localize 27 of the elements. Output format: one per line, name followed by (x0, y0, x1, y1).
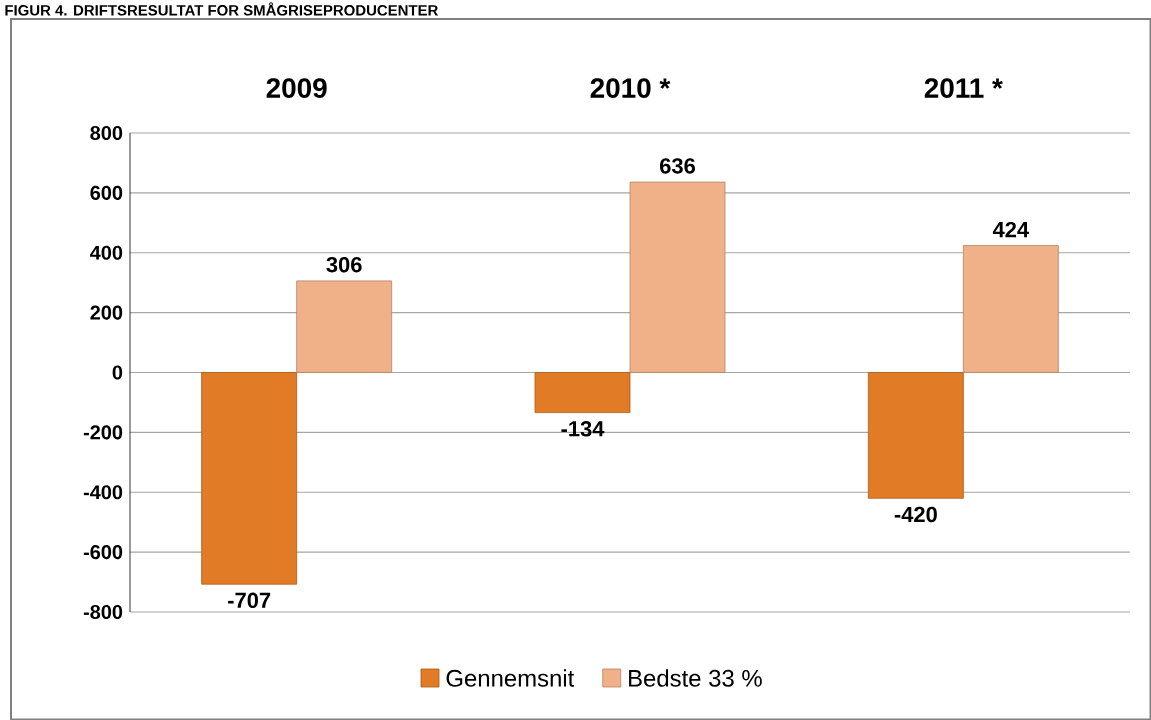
legend-label: Bedste 33 % (629, 669, 762, 687)
y-tick-label: -600 (83, 545, 123, 560)
data-label: 636 (660, 158, 695, 174)
y-tick-label: 600 (90, 185, 123, 200)
bar (534, 372, 631, 414)
y-tick-label: 400 (90, 245, 123, 260)
bar (201, 372, 298, 585)
y-tick-label: 0 (112, 365, 123, 380)
bar (867, 372, 964, 499)
y-tick-label: 800 (90, 125, 123, 141)
y-tick-label: -800 (83, 604, 123, 620)
bar (962, 245, 1059, 373)
chart-title: FIGUR 4. DRIFTSRESULTAT FOR SMÅGRISEPRODUCENTER (5, 2, 439, 16)
data-label: 306 (326, 256, 362, 273)
data-label: 424 (992, 221, 1029, 238)
y-tick-label: -400 (83, 485, 123, 500)
legend-label: Gennemsnit (446, 669, 575, 687)
data-label: -707 (228, 592, 271, 609)
y-tick-label: 200 (90, 305, 123, 320)
bar (629, 181, 726, 373)
data-label: -134 (561, 421, 605, 437)
y-tick-label: -200 (83, 425, 123, 440)
x-tick-label: 2009 (266, 78, 327, 98)
x-tick-label: 2010 * (590, 78, 671, 98)
bar (296, 280, 393, 373)
data-label: -420 (894, 506, 937, 523)
x-tick-label: 2011 * (924, 78, 1003, 98)
